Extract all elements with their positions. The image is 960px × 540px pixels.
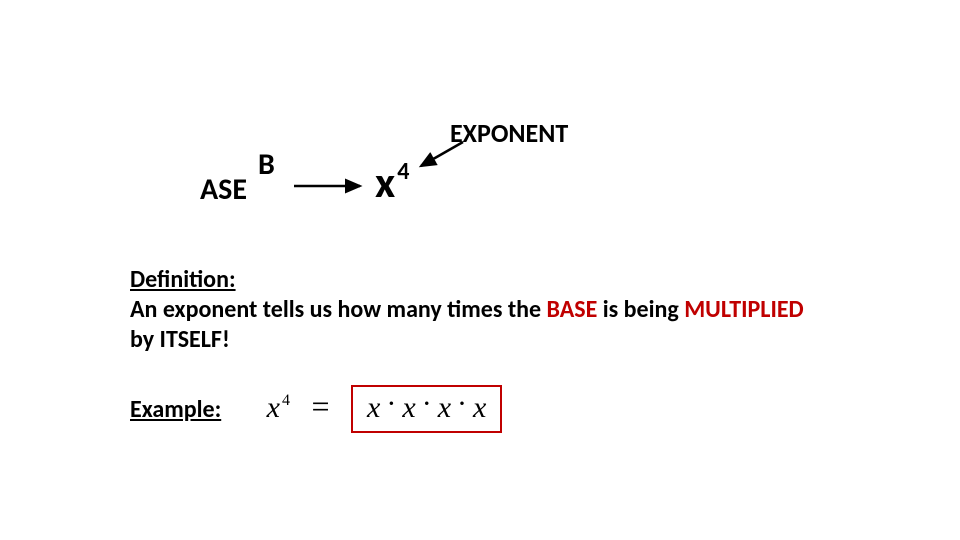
def-mult-word: MULTIPLIED [684,295,803,324]
eq-dot-3: · [457,387,467,420]
eq-lhs: x4 [267,391,298,424]
eq-rhs-box: x·x·x·x [351,385,502,433]
def-punct: ! [222,325,230,354]
base-letter-b: B [258,150,275,180]
eq-rhs-x2: x [402,391,415,424]
eq-dot-2: · [422,387,432,420]
definition-text: An exponent tells us how many times the … [130,295,830,355]
eq-dot-1: · [386,387,396,420]
example-block: Example: x4 = x·x·x·x [130,385,850,433]
eq-lhs-exp: 4 [282,392,290,409]
def-mid2: by [130,325,160,354]
example-equation: x4 = x·x·x·x [267,385,503,433]
eq-rhs-x3: x [438,391,451,424]
def-pre: An exponent tells us how many times the [130,295,547,324]
slide-root: EXPONENT B ASE x4 Definition [0,0,960,540]
eq-lhs-var: x [267,391,280,424]
definition-block: Definition: An exponent tells us how man… [130,265,830,355]
exponent-value: 4 [397,157,409,186]
base-symbol: x [375,155,395,209]
arrow-exponent-icon [415,138,475,178]
exponent-expression: x4 [375,160,409,204]
eq-rhs-x4: x [473,391,486,424]
base-label: ASE [200,175,247,205]
definition-heading: Definition: [130,265,830,295]
exponent-diagram: EXPONENT B ASE x4 [130,120,730,240]
eq-rhs-x1: x [367,391,380,424]
arrow-base-icon [290,172,370,206]
eq-equals: = [311,388,329,424]
def-mid: is being [597,295,684,324]
example-heading: Example: [130,395,221,424]
def-base-word: BASE [547,295,598,324]
def-itself-word: ITSELF [160,325,222,354]
